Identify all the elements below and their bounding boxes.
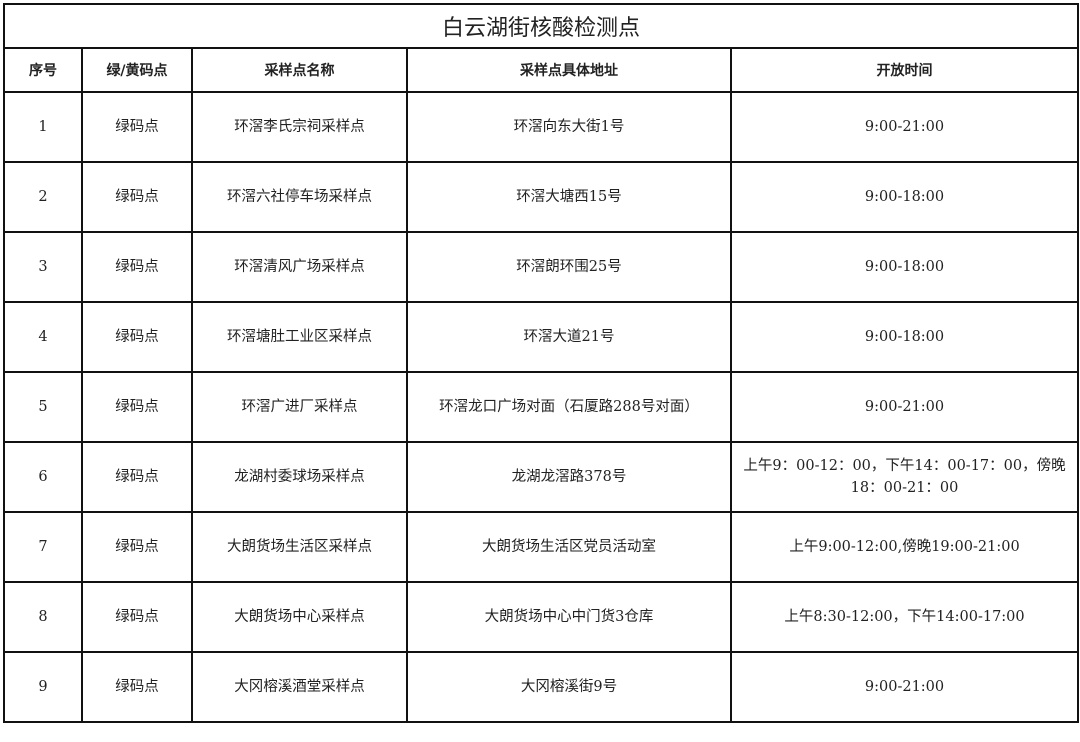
cell-hours: 9:00-18:00 bbox=[729, 301, 1080, 373]
cell-address: 环滘大塘西15号 bbox=[406, 161, 732, 233]
table-row: 1 绿码点 环滘李氏宗祠采样点 环滘向东大街1号 9:00-21:00 bbox=[3, 91, 1080, 163]
table-row: 7 绿码点 大朗货场生活区采样点 大朗货场生活区党员活动室 上午9:00-12:00,傍… bbox=[3, 511, 1080, 583]
table-title: 白云湖街核酸检测点 bbox=[2, 3, 1080, 49]
cell-address: 大冈榕溪街9号 bbox=[406, 651, 732, 723]
cell-site-name: 环滘李氏宗祠采样点 bbox=[191, 91, 408, 163]
cell-index: 3 bbox=[3, 231, 83, 303]
header-code-type: 绿/黄码点 bbox=[81, 47, 193, 93]
cell-index: 2 bbox=[3, 161, 83, 233]
header-hours: 开放时间 bbox=[729, 47, 1080, 93]
cell-address: 环滘向东大街1号 bbox=[406, 91, 732, 163]
cell-address: 环滘龙口广场对面（石厦路288号对面） bbox=[406, 371, 732, 443]
cell-code-type: 绿码点 bbox=[81, 231, 193, 303]
cell-hours: 上午9:00-12:00,傍晚19:00-21:00 bbox=[729, 511, 1080, 583]
cell-code-type: 绿码点 bbox=[81, 91, 193, 163]
cell-index: 5 bbox=[3, 371, 83, 443]
header-index: 序号 bbox=[3, 47, 83, 93]
cell-site-name: 大冈榕溪酒堂采样点 bbox=[191, 651, 408, 723]
cell-site-name: 大朗货场中心采样点 bbox=[191, 581, 408, 653]
cell-code-type: 绿码点 bbox=[81, 651, 193, 723]
cell-index: 1 bbox=[3, 91, 83, 163]
cell-code-type: 绿码点 bbox=[81, 581, 193, 653]
cell-code-type: 绿码点 bbox=[81, 301, 193, 373]
cell-address: 大朗货场中心中门货3仓库 bbox=[406, 581, 732, 653]
cell-index: 8 bbox=[3, 581, 83, 653]
table-row: 3 绿码点 环滘清风广场采样点 环滘朗环围25号 9:00-18:00 bbox=[3, 231, 1080, 303]
table-row: 4 绿码点 环滘塘肚工业区采样点 环滘大道21号 9:00-18:00 bbox=[3, 301, 1080, 373]
cell-index: 4 bbox=[3, 301, 83, 373]
cell-hours: 9:00-21:00 bbox=[729, 371, 1080, 443]
header-row: 序号 绿/黄码点 采样点名称 采样点具体地址 开放时间 bbox=[3, 47, 1080, 93]
cell-index: 6 bbox=[3, 441, 83, 513]
table-row: 8 绿码点 大朗货场中心采样点 大朗货场中心中门货3仓库 上午8:30-12:00，下午… bbox=[3, 581, 1080, 653]
cell-hours: 9:00-18:00 bbox=[729, 161, 1080, 233]
cell-code-type: 绿码点 bbox=[81, 511, 193, 583]
cell-site-name: 龙湖村委球场采样点 bbox=[191, 441, 408, 513]
cell-site-name: 环滘六社停车场采样点 bbox=[191, 161, 408, 233]
cell-hours: 9:00-21:00 bbox=[729, 91, 1080, 163]
cell-address: 大朗货场生活区党员活动室 bbox=[406, 511, 732, 583]
cell-site-name: 大朗货场生活区采样点 bbox=[191, 511, 408, 583]
table-row: 6 绿码点 龙湖村委球场采样点 龙湖龙滘路378号 上午9：00-12：00，下午14：… bbox=[3, 441, 1080, 513]
cell-site-name: 环滘塘肚工业区采样点 bbox=[191, 301, 408, 373]
table-row: 5 绿码点 环滘广进厂采样点 环滘龙口广场对面（石厦路288号对面） 9:00-21:0… bbox=[3, 371, 1080, 443]
cell-code-type: 绿码点 bbox=[81, 371, 193, 443]
cell-hours: 9:00-21:00 bbox=[729, 651, 1080, 723]
cell-address: 环滘大道21号 bbox=[406, 301, 732, 373]
cell-code-type: 绿码点 bbox=[81, 441, 193, 513]
cell-address: 环滘朗环围25号 bbox=[406, 231, 732, 303]
cell-index: 9 bbox=[3, 651, 83, 723]
header-address: 采样点具体地址 bbox=[406, 47, 732, 93]
cell-code-type: 绿码点 bbox=[81, 161, 193, 233]
cell-site-name: 环滘清风广场采样点 bbox=[191, 231, 408, 303]
cell-site-name: 环滘广进厂采样点 bbox=[191, 371, 408, 443]
cell-hours: 上午9：00-12：00，下午14：00-17：00，傍晚18：00-21：00 bbox=[729, 441, 1080, 513]
cell-hours: 上午8:30-12:00，下午14:00-17:00 bbox=[729, 581, 1080, 653]
table-row: 9 绿码点 大冈榕溪酒堂采样点 大冈榕溪街9号 9:00-21:00 bbox=[3, 651, 1080, 723]
cell-address: 龙湖龙滘路378号 bbox=[406, 441, 732, 513]
cell-index: 7 bbox=[3, 511, 83, 583]
cell-hours: 9:00-18:00 bbox=[729, 231, 1080, 303]
header-site-name: 采样点名称 bbox=[191, 47, 408, 93]
table-row: 2 绿码点 环滘六社停车场采样点 环滘大塘西15号 9:00-18:00 bbox=[3, 161, 1080, 233]
